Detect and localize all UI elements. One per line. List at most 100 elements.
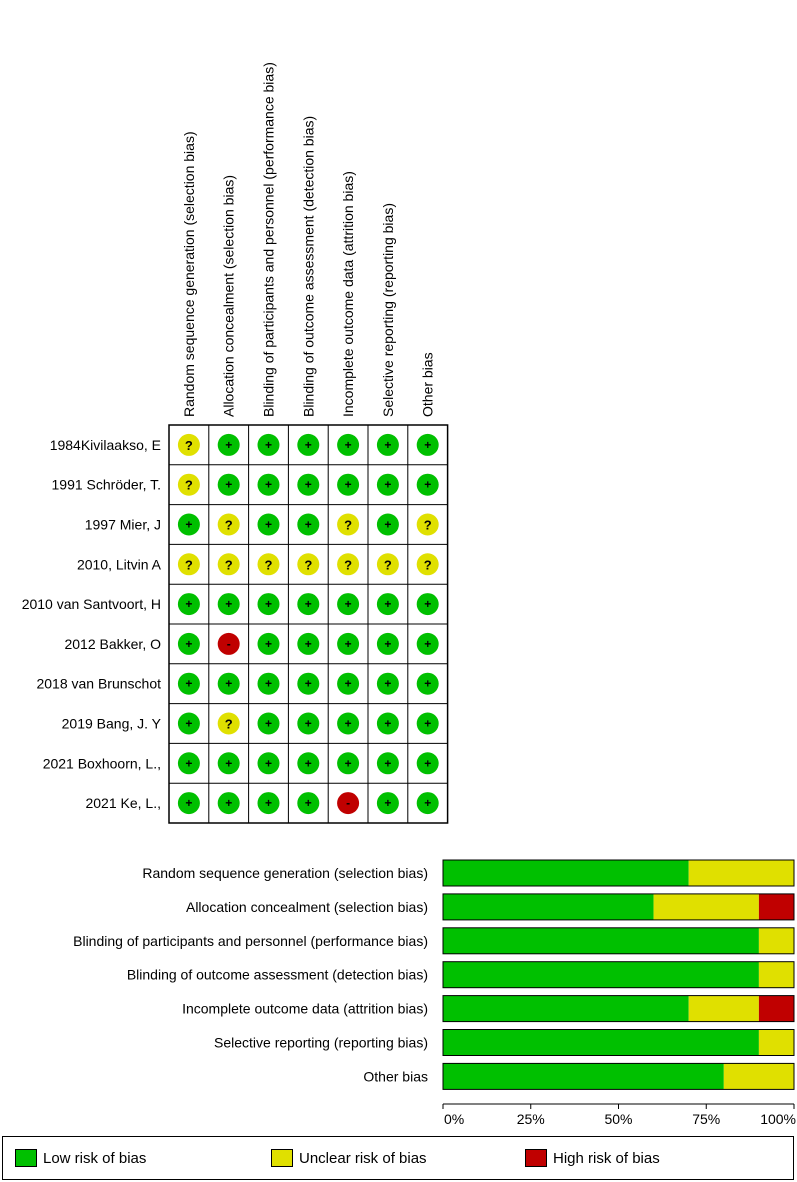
rating-symbol: + bbox=[384, 518, 391, 532]
rating-symbol: + bbox=[384, 478, 391, 492]
bar-outline bbox=[442, 893, 795, 921]
x-tick-label: 25% bbox=[517, 1111, 545, 1127]
rating-symbol: + bbox=[185, 597, 192, 611]
rating-circle bbox=[376, 433, 399, 456]
rating-circle bbox=[297, 473, 320, 496]
rating-symbol: + bbox=[424, 796, 431, 810]
bar-segment bbox=[443, 1029, 759, 1056]
bar-segment bbox=[443, 1063, 724, 1090]
rating-circle bbox=[337, 593, 360, 616]
bar-segment bbox=[443, 961, 759, 988]
rating-circle bbox=[177, 672, 200, 695]
rating-circle bbox=[416, 433, 439, 456]
rating-circle bbox=[416, 513, 439, 536]
rating-circle bbox=[337, 553, 360, 576]
rating-circle bbox=[416, 792, 439, 815]
bar-category-label: Blinding of outcome assessment (detectio… bbox=[127, 967, 428, 983]
bar-segment bbox=[758, 927, 794, 954]
rating-circle bbox=[297, 553, 320, 576]
rating-circle bbox=[217, 632, 240, 655]
rating-circle bbox=[257, 712, 280, 735]
legend-item-high: High risk of bias bbox=[525, 1148, 660, 1168]
rating-symbol: + bbox=[265, 478, 272, 492]
rating-symbol: + bbox=[265, 717, 272, 731]
rating-circle bbox=[217, 752, 240, 775]
rating-symbol: + bbox=[185, 637, 192, 651]
rating-circle bbox=[297, 513, 320, 536]
rating-circle bbox=[337, 752, 360, 775]
rating-symbol: - bbox=[227, 637, 231, 651]
study-label: 1997 Mier, J bbox=[85, 517, 161, 533]
rating-circle bbox=[177, 553, 200, 576]
bar-outline bbox=[442, 927, 795, 955]
rating-circle bbox=[217, 513, 240, 536]
column-header: Blinding of outcome assessment (detectio… bbox=[300, 116, 316, 417]
rating-circle bbox=[257, 513, 280, 536]
rating-symbol: + bbox=[225, 677, 232, 691]
bar-segment bbox=[688, 860, 794, 886]
bar-outline bbox=[442, 859, 795, 887]
rating-circle bbox=[177, 712, 200, 735]
legend-swatch-high bbox=[525, 1149, 547, 1167]
rating-circle bbox=[257, 632, 280, 655]
bar-outline bbox=[442, 995, 795, 1023]
legend-swatch-unclear bbox=[271, 1149, 293, 1167]
rating-symbol: + bbox=[185, 518, 192, 532]
rating-circle bbox=[297, 593, 320, 616]
x-tick-label: 50% bbox=[604, 1111, 632, 1127]
rating-symbol: + bbox=[384, 438, 391, 452]
rating-symbol: + bbox=[345, 717, 352, 731]
rating-circle bbox=[416, 473, 439, 496]
rating-symbol: + bbox=[384, 796, 391, 810]
rating-symbol: + bbox=[305, 478, 312, 492]
rating-symbol: + bbox=[384, 717, 391, 731]
rating-circle bbox=[217, 792, 240, 815]
bar-segment bbox=[443, 927, 759, 954]
rating-symbol: ? bbox=[344, 518, 352, 533]
rating-symbol: + bbox=[265, 677, 272, 691]
legend-item-low: Low risk of bias bbox=[15, 1148, 146, 1168]
legend-item-unclear: Unclear risk of bias bbox=[271, 1148, 427, 1168]
rating-symbol: ? bbox=[225, 557, 233, 572]
rating-symbol: + bbox=[345, 756, 352, 770]
column-header: Allocation concealment (selection bias) bbox=[221, 175, 237, 417]
rating-circle bbox=[257, 433, 280, 456]
rating-circle bbox=[337, 672, 360, 695]
study-label: 2021 Ke, L., bbox=[85, 795, 161, 811]
rating-symbol: ? bbox=[384, 557, 392, 572]
bar-segment bbox=[758, 995, 794, 1022]
rating-circle bbox=[337, 513, 360, 536]
rating-symbol: + bbox=[384, 597, 391, 611]
rating-symbol: + bbox=[225, 756, 232, 770]
rating-circle bbox=[416, 593, 439, 616]
rating-circle bbox=[337, 433, 360, 456]
rating-circle bbox=[257, 593, 280, 616]
rating-symbol: + bbox=[424, 438, 431, 452]
column-header: Selective reporting (reporting bias) bbox=[380, 203, 396, 417]
study-label: 2010, Litvin A bbox=[77, 556, 162, 572]
rating-symbol: ? bbox=[225, 518, 233, 533]
rating-symbol: + bbox=[345, 677, 352, 691]
rating-circle bbox=[257, 473, 280, 496]
rating-symbol: + bbox=[345, 637, 352, 651]
rating-symbol: + bbox=[305, 796, 312, 810]
rating-symbol: + bbox=[225, 796, 232, 810]
bar-segment bbox=[688, 995, 759, 1022]
bar-segment bbox=[443, 995, 689, 1022]
rating-circle bbox=[337, 792, 360, 815]
legend-label-low: Low risk of bias bbox=[43, 1149, 147, 1167]
rating-symbol: + bbox=[424, 637, 431, 651]
rating-symbol: + bbox=[345, 438, 352, 452]
study-label: 2010 van Santvoort, H bbox=[22, 596, 161, 612]
rating-symbol: ? bbox=[304, 557, 312, 572]
study-label: 1984Kivilaakso, E bbox=[50, 437, 161, 453]
bar-segment bbox=[758, 961, 794, 988]
column-header: Incomplete outcome data (attrition bias) bbox=[340, 171, 356, 417]
rating-circle bbox=[376, 553, 399, 576]
bar-segment bbox=[653, 893, 759, 920]
bar-outline bbox=[442, 1029, 795, 1056]
rating-symbol: ? bbox=[344, 557, 352, 572]
bar-category-label: Incomplete outcome data (attrition bias) bbox=[182, 1001, 428, 1017]
rating-symbol: + bbox=[265, 597, 272, 611]
